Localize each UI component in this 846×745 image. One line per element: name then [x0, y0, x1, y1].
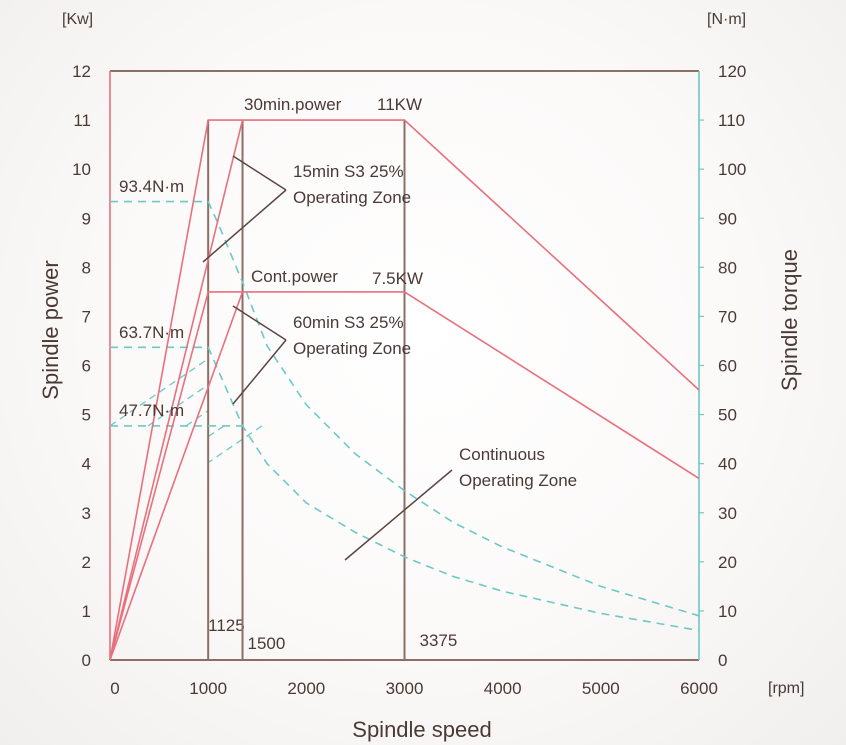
y-left-tick-label: 3 [82, 504, 91, 523]
power-cont-label: Cont.power [251, 267, 338, 286]
y-left-tick-label: 12 [72, 62, 91, 81]
x-tick-label: 1000 [189, 679, 227, 698]
x-tick-label: 5000 [582, 679, 620, 698]
torque-curve-2 [110, 346, 700, 632]
annotation-leaders [202, 155, 453, 561]
torque-max-label: 93.4N·m [119, 177, 184, 196]
y-right-tick-label: 90 [718, 209, 737, 228]
torque-hatch-line [207, 425, 225, 438]
y-left-tick-label: 6 [82, 357, 91, 376]
y-left-tick-label: 10 [72, 160, 91, 179]
y-left-tick-label: 1 [82, 602, 91, 621]
axis-ticks: 0123456789101112010203040506070809010011… [72, 62, 746, 698]
zone-15min-line2: Operating Zone [293, 188, 411, 207]
y-left-tick-label: 4 [82, 455, 91, 474]
x-axis-unit: [rpm] [768, 680, 804, 697]
zone-60min-line2: Operating Zone [293, 339, 411, 358]
power-curve-4 [109, 291, 244, 661]
zone-60min-line1: 60min S3 25% [293, 313, 404, 332]
right-axis-title: Spindle torque [777, 249, 802, 391]
zone-cont-line1: Continuous [459, 445, 545, 464]
y-right-tick-label: 80 [718, 258, 737, 277]
torque-hatch-line [207, 425, 263, 464]
y-left-tick-label: 7 [82, 307, 91, 326]
annotation-leader-line [232, 155, 287, 191]
x-tick-label: 3000 [386, 679, 424, 698]
x-tick-label: 4000 [484, 679, 522, 698]
x-axis-title: Spindle speed [352, 717, 491, 742]
y-right-tick-label: 10 [718, 602, 737, 621]
y-left-tick-label: 8 [82, 258, 91, 277]
torque-mid-label: 63.7N·m [119, 323, 184, 342]
zone-cont-line2: Operating Zone [459, 471, 577, 490]
x-tick-label: 2000 [287, 679, 325, 698]
right-axis-unit: [N·m] [707, 11, 746, 28]
annotation-leader-line [202, 189, 287, 263]
power-30min-value: 11KW [377, 95, 422, 114]
y-right-tick-label: 100 [718, 160, 746, 179]
torque-low-label: 47.7N·m [119, 401, 184, 420]
y-left-tick-label: 5 [82, 406, 91, 425]
x-tick-label: 6000 [680, 679, 718, 698]
y-right-tick-label: 30 [718, 504, 737, 523]
power-cont-value: 7.5KW [372, 269, 423, 288]
zone-15min-line1: 15min S3 25% [293, 162, 404, 181]
annotation-leader-line [232, 305, 287, 341]
y-right-tick-label: 0 [718, 651, 727, 670]
speed-marker-label-3375: 3375 [420, 631, 458, 650]
power-curve-2 [109, 119, 244, 661]
speed-marker-label-1500: 1500 [248, 634, 286, 653]
torque-curve-1 [110, 200, 700, 617]
x-tick-label: 0 [110, 679, 119, 698]
torque-hatch-line [109, 358, 209, 427]
y-right-tick-label: 20 [718, 553, 737, 572]
annotation-leader-line [232, 339, 287, 405]
annotation-leader-line [344, 469, 453, 561]
y-left-tick-label: 2 [82, 553, 91, 572]
y-right-tick-label: 50 [718, 406, 737, 425]
y-left-tick-label: 9 [82, 209, 91, 228]
y-right-tick-label: 60 [718, 357, 737, 376]
y-left-tick-label: 0 [82, 651, 91, 670]
y-right-tick-label: 110 [718, 111, 745, 130]
left-axis-title: Spindle power [38, 260, 63, 399]
y-right-tick-label: 70 [718, 307, 737, 326]
y-right-tick-label: 120 [718, 62, 746, 81]
y-left-tick-label: 11 [73, 111, 91, 130]
power-30min-label: 30min.power [244, 95, 342, 114]
left-axis-unit: [Kw] [62, 11, 93, 28]
y-right-tick-label: 40 [718, 455, 737, 474]
speed-marker-label-1125: 1125 [208, 616, 245, 635]
